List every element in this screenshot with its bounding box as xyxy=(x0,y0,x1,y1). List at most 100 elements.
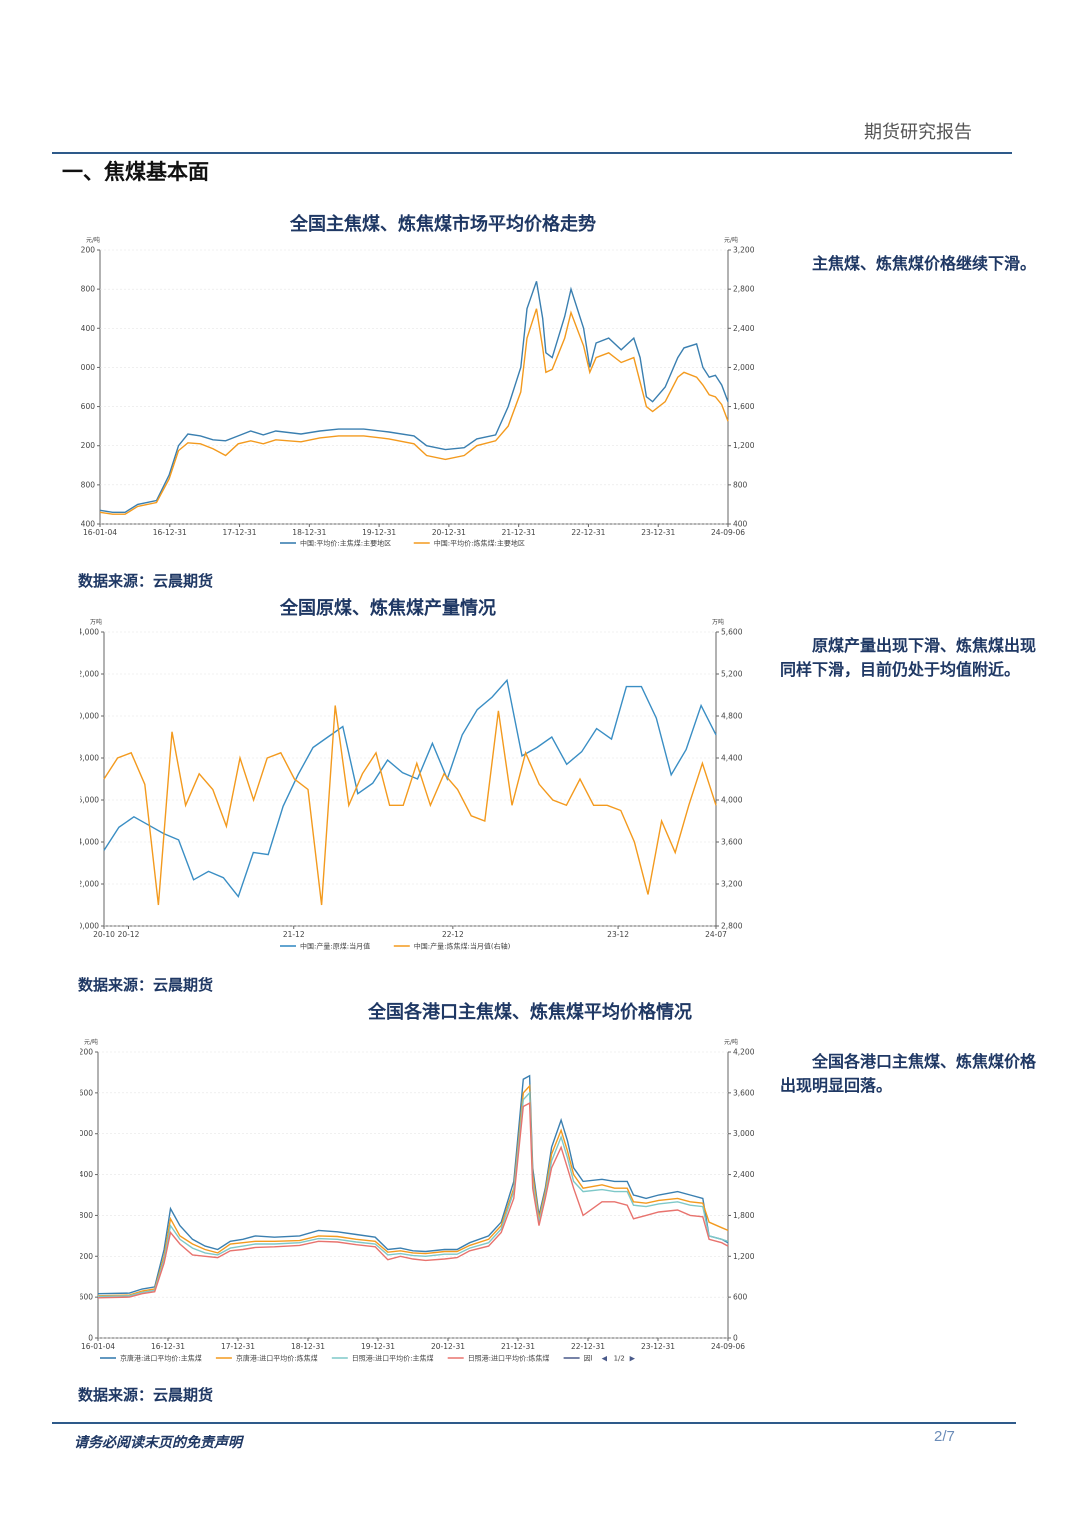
y-tick-label: 800 xyxy=(81,480,96,489)
y2-tick-label: 3,200 xyxy=(733,246,755,255)
y2-tick-label: 1,600 xyxy=(733,402,755,411)
series-line-2 xyxy=(97,1084,729,1297)
y2-tick-label: 3,000 xyxy=(733,1129,755,1138)
x-tick-label: 20-12 xyxy=(118,930,140,939)
y-tick-label: 3,000 xyxy=(80,1129,93,1138)
y-tick-label: 1,200 xyxy=(80,1252,93,1261)
series-line-2 xyxy=(103,705,717,906)
section-title: 一、焦煤基本面 xyxy=(62,159,209,184)
x-tick-label: 23-12-31 xyxy=(641,1342,675,1351)
y-unit-right: 万吨 xyxy=(712,618,724,626)
legend-label: 京唐港:进口平均价:主焦煤 xyxy=(120,1354,202,1363)
x-tick-label: 16-01-04 xyxy=(83,528,117,537)
y-tick-label: 1,200 xyxy=(80,441,95,450)
chart1-note: 主焦煤、炼焦煤价格继续下滑。 xyxy=(812,254,1037,273)
chart1-source: 数据来源：云晨期货 xyxy=(78,572,214,590)
y2-tick-label: 3,600 xyxy=(733,1088,755,1097)
x-tick-label: 19-12-31 xyxy=(362,528,396,537)
series-line-1 xyxy=(97,1074,729,1295)
y-tick-label: 2,400 xyxy=(80,1170,93,1179)
x-tick-label: 24-09-06 xyxy=(711,1342,745,1351)
y-tick-label: 0 xyxy=(88,1334,93,1343)
y-tick-label: 1,800 xyxy=(80,1211,93,1220)
y2-tick-label: 4,000 xyxy=(721,796,743,805)
y2-tick-label: 2,000 xyxy=(733,363,755,372)
x-tick-label: 16-12-31 xyxy=(153,528,187,537)
y-unit-left: 万吨 xyxy=(90,618,102,626)
legend-next-icon: ▶ xyxy=(630,1355,636,1363)
chart3-title: 全国各港口主焦煤、炼焦煤平均价格情况 xyxy=(368,1002,692,1023)
y2-tick-label: 4,200 xyxy=(733,1048,755,1057)
y2-tick-label: 1,200 xyxy=(733,1252,755,1261)
chart1-title: 全国主焦煤、炼焦煤市场平均价格走势 xyxy=(290,214,596,235)
x-tick-label: 22-12-31 xyxy=(571,1342,605,1351)
y-unit-right: 元/吨 xyxy=(724,1038,738,1046)
x-tick-label: 21-12-31 xyxy=(502,528,536,537)
chart3-note: 全国各港口主焦煤、炼焦煤价格出现明显回落。 xyxy=(780,1052,1037,1095)
x-tick-label: 21-12-31 xyxy=(501,1342,535,1351)
y-tick-label: 40,000 xyxy=(80,712,99,721)
chart3-source: 数据来源：云晨期货 xyxy=(78,1386,214,1404)
legend-label: 日照港:进口平均价:主焦煤 xyxy=(352,1354,434,1363)
x-tick-label: 18-12-31 xyxy=(291,1342,325,1351)
y-tick-label: 2,800 xyxy=(80,285,95,294)
chart3: 元/吨 元/吨 0 0 600 600 1,200 1,200 1,800 1,800 2,400 2… xyxy=(80,1034,760,1370)
page-number: 2/7 xyxy=(934,1428,955,1445)
x-tick-label: 23-12-31 xyxy=(641,528,675,537)
x-tick-label: 22-12 xyxy=(442,930,464,939)
y-tick-label: 2,000 xyxy=(80,363,95,372)
x-tick-label: 24-07 xyxy=(705,930,727,939)
y-tick-label: 30,000 xyxy=(80,922,99,931)
y2-tick-label: 5,200 xyxy=(721,670,743,679)
chart2-title: 全国原煤、炼焦煤产量情况 xyxy=(280,598,496,619)
y-tick-label: 4,200 xyxy=(80,1048,93,1057)
y2-tick-label: 2,400 xyxy=(733,1170,755,1179)
report-title: 期货研究报告 xyxy=(864,122,972,143)
series-line-3 xyxy=(97,1091,729,1298)
y-tick-label: 38,000 xyxy=(80,754,99,763)
x-tick-label: 16-01-04 xyxy=(81,1342,115,1351)
x-tick-label: 20-10 xyxy=(93,930,115,939)
legend-label: 中国:产量:炼焦煤:当月值(右轴) xyxy=(414,942,511,951)
y-unit-right: 元/吨 xyxy=(724,236,738,244)
x-tick-label: 23-12 xyxy=(607,930,629,939)
y2-tick-label: 4,400 xyxy=(721,754,743,763)
chart2-note: 原煤产量出现下滑、炼焦煤出现同样下滑，目前仍处于均值附近。 xyxy=(780,636,1037,679)
x-tick-label: 24-09-06 xyxy=(711,528,745,537)
legend-page: 1/2 xyxy=(614,1355,625,1363)
x-tick-label: 22-12-31 xyxy=(571,528,605,537)
y2-tick-label: 3,600 xyxy=(721,838,743,847)
y-tick-label: 400 xyxy=(81,520,96,529)
y2-tick-label: 3,200 xyxy=(721,880,743,889)
y-tick-label: 2,400 xyxy=(80,324,95,333)
x-tick-label: 17-12-31 xyxy=(223,528,257,537)
x-tick-label: 21-12 xyxy=(283,930,305,939)
y2-tick-label: 0 xyxy=(733,1334,738,1343)
series-line-2 xyxy=(99,308,729,515)
y-tick-label: 34,000 xyxy=(80,838,99,847)
y-tick-label: 32,000 xyxy=(80,880,99,889)
legend-label: 京唐港:进口平均价:炼焦煤 xyxy=(236,1354,318,1363)
y2-tick-label: 400 xyxy=(733,520,748,529)
x-tick-label: 20-12-31 xyxy=(432,528,466,537)
y-tick-label: 44,000 xyxy=(80,628,99,637)
x-tick-label: 17-12-31 xyxy=(221,1342,255,1351)
header-divider xyxy=(52,152,1012,154)
y-unit-left: 元/吨 xyxy=(84,1038,98,1046)
series-line-1 xyxy=(99,281,729,513)
legend-label: 因l xyxy=(584,1355,593,1363)
y-tick-label: 36,000 xyxy=(80,796,99,805)
y2-tick-label: 4,800 xyxy=(721,712,743,721)
x-tick-label: 18-12-31 xyxy=(292,528,326,537)
y-unit-left: 元/吨 xyxy=(86,236,100,244)
y-tick-label: 600 xyxy=(80,1293,93,1302)
y2-tick-label: 800 xyxy=(733,480,748,489)
chart2-svg: 万吨 万吨 30,000 2,800 32,000 3,200 34,000 3,600 36,… xyxy=(80,618,743,951)
x-tick-label: 16-12-31 xyxy=(151,1342,185,1351)
y2-tick-label: 2,400 xyxy=(733,324,755,333)
y2-tick-label: 2,800 xyxy=(733,285,755,294)
y2-tick-label: 600 xyxy=(733,1293,748,1302)
chart3-svg: 元/吨 元/吨 0 0 600 600 1,200 1,200 1,800 1,800 2,400 2… xyxy=(80,1038,755,1363)
chart1-svg: 元/吨 元/吨 400 400 800 800 1,200 1,200 1,600 1,600 2,… xyxy=(80,236,755,548)
legend-label: 中国:平均价:主焦煤:主要地区 xyxy=(300,539,391,548)
